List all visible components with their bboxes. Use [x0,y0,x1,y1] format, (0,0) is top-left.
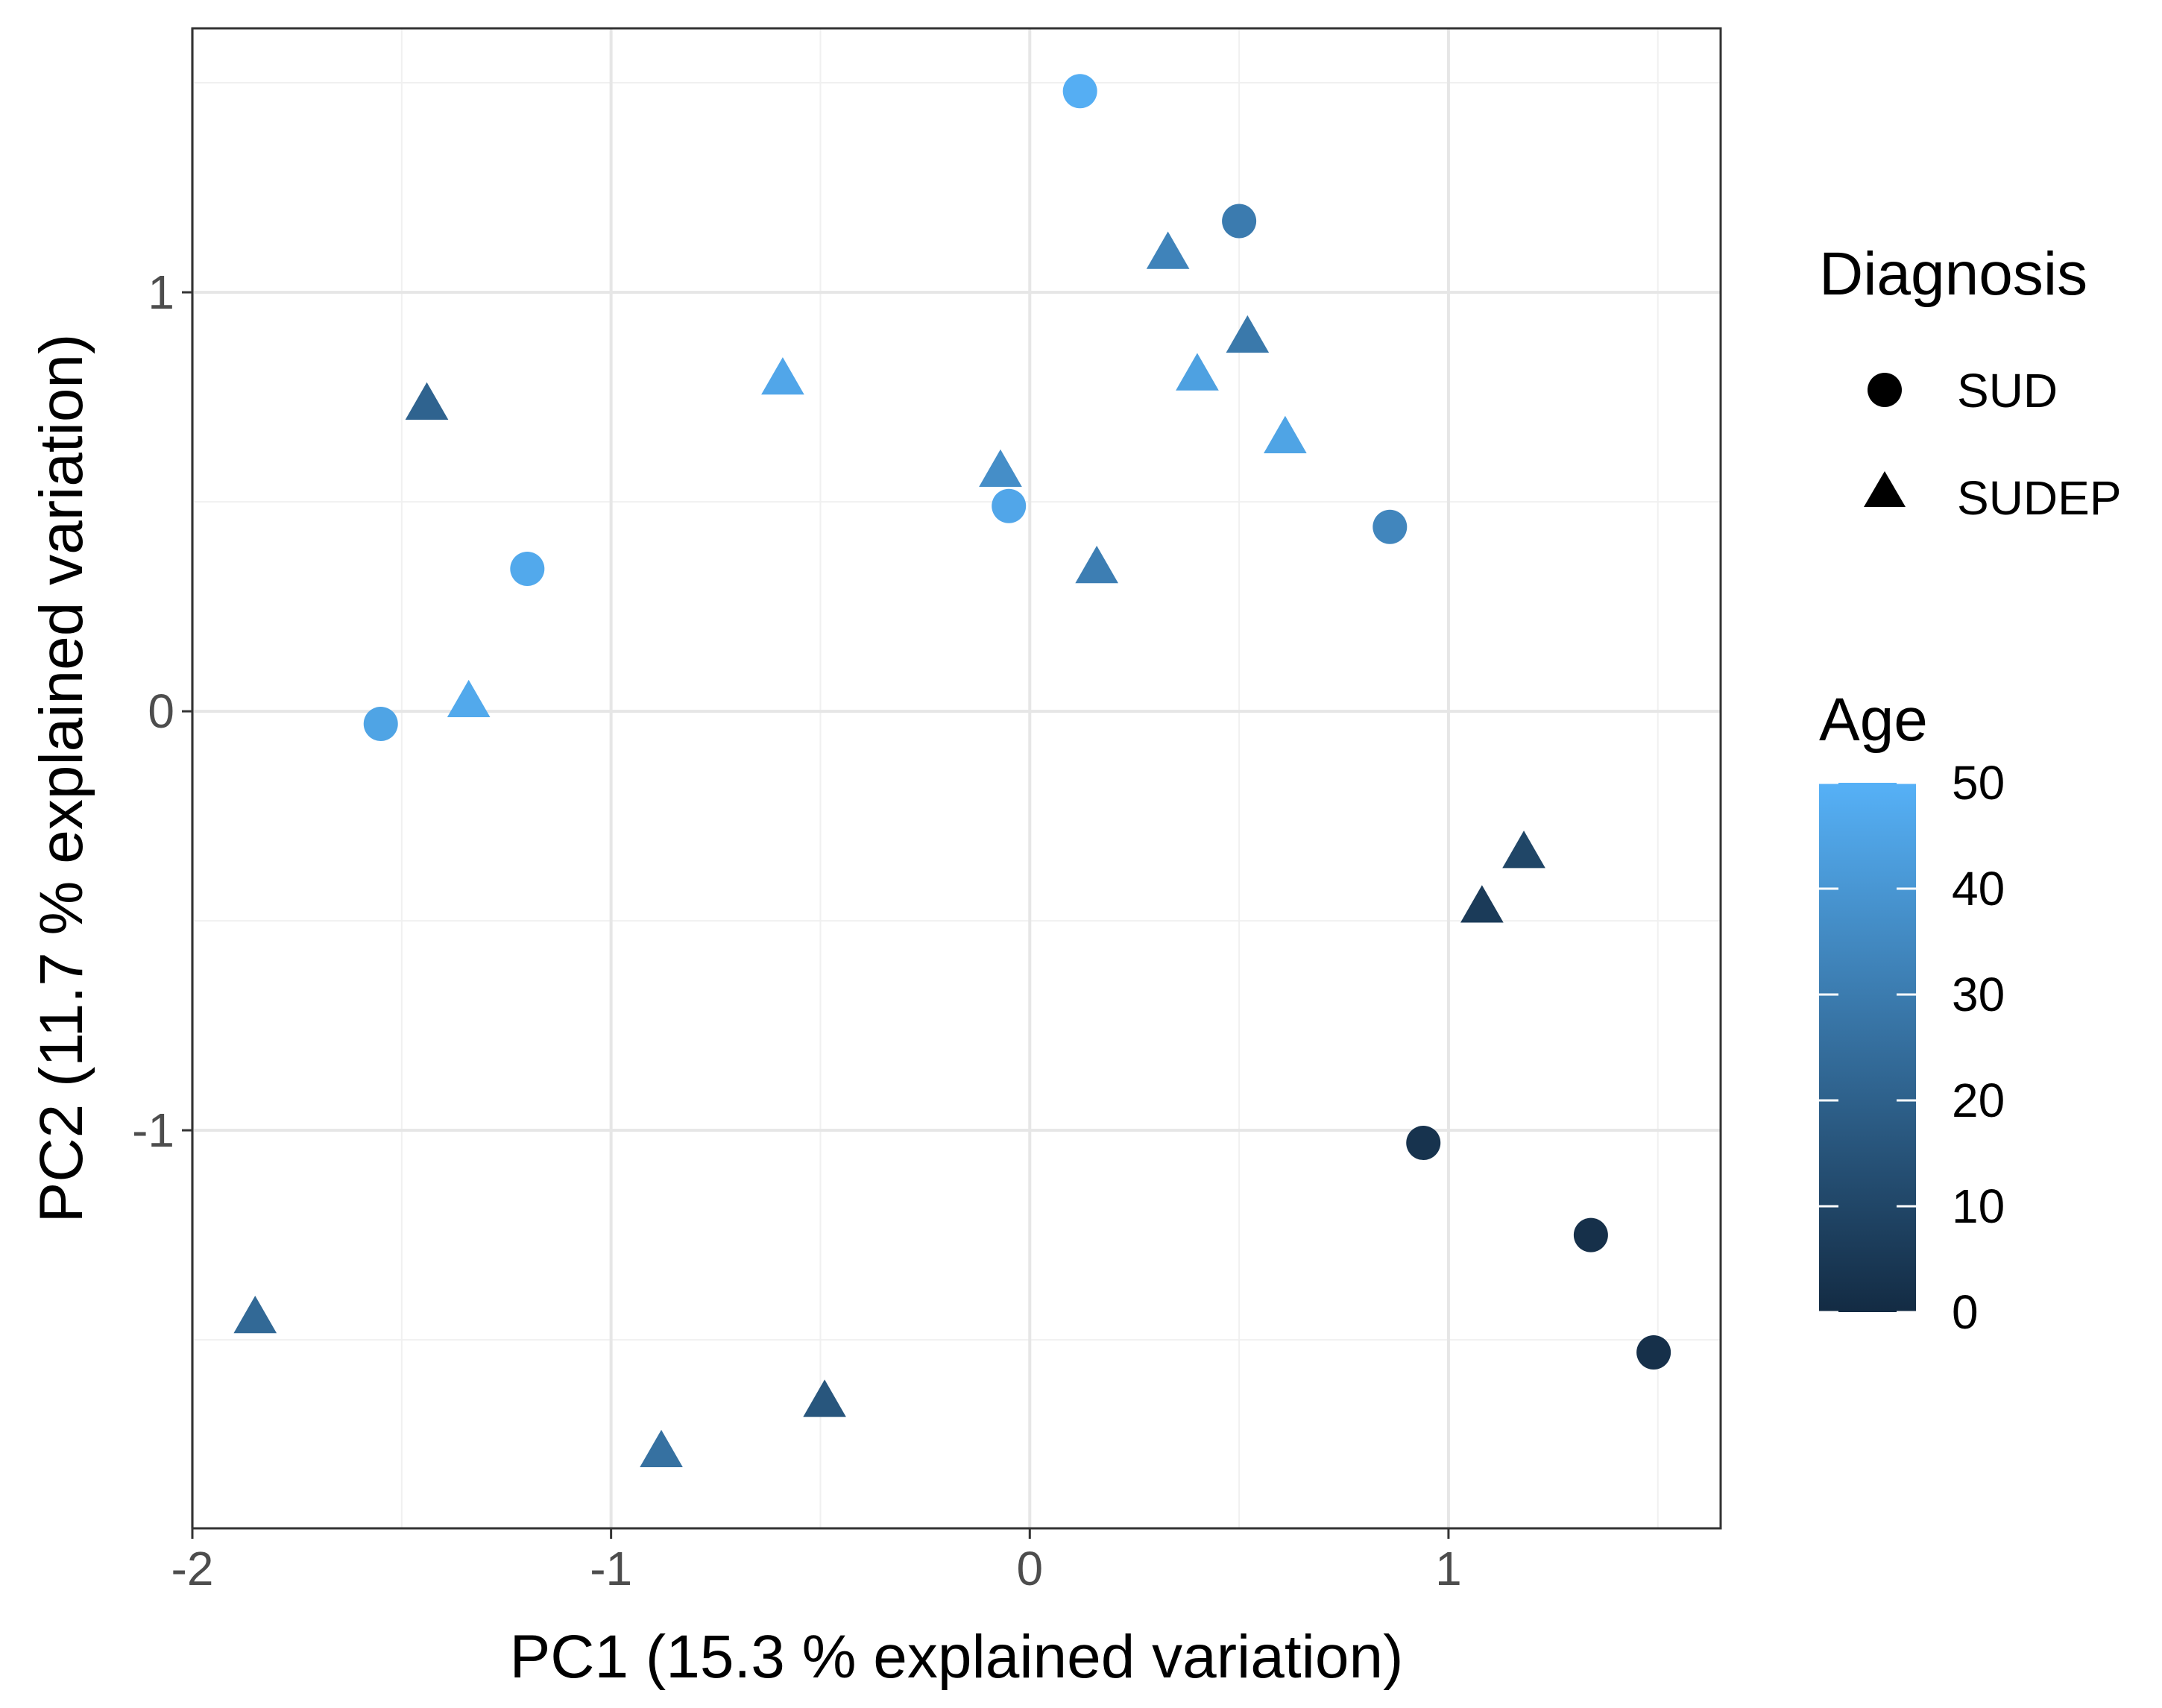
colorbar-tick-label: 0 [1952,1285,1979,1339]
sud-point [1372,509,1408,544]
sudep-point [233,1295,277,1334]
x-axis-title: PC1 (15.3 % explained variation) [510,1623,1404,1691]
x-tick-label: -2 [171,1542,214,1595]
data-points [233,74,1671,1468]
colorbar-tick-label: 40 [1952,862,2005,916]
diagnosis-legend-title: Diagnosis [1819,240,2087,308]
sudep-point [1075,545,1118,584]
sudep-point [640,1429,683,1468]
sud-point [1406,1125,1441,1160]
sudep-point [1146,231,1190,269]
sud-legend-circle-icon [1868,373,1902,407]
sudep-point [1226,315,1270,353]
sud-point [992,488,1027,523]
sudep-point [1264,415,1307,453]
colorbar-tick-label: 50 [1952,756,2005,810]
sud-point [1573,1217,1608,1252]
sudep-legend-triangle-icon [1864,471,1906,507]
age-legend-title: Age [1819,686,1928,754]
y-axis-title: PC2 (11.7 % explained variation) [28,334,95,1223]
sudep-point [761,357,804,395]
x-tick-label: 0 [1016,1542,1043,1595]
sudep-point [1502,831,1545,869]
plot-background [192,28,1721,1528]
sudep-point [803,1379,846,1417]
diagnosis-legend: Diagnosis SUD SUDEP [1819,240,2122,525]
sud-point [510,551,545,586]
age-legend: Age 50 40 30 20 10 0 [1819,686,2005,1339]
sud-point [1636,1334,1671,1370]
x-tick-label: -1 [590,1542,632,1595]
y-tick-label: -1 [132,1103,174,1157]
colorbar-tick-label: 20 [1952,1074,2005,1127]
minor-gridlines [192,28,1721,1528]
y-tick-label: 1 [148,265,174,319]
age-colorbar-ticks: 50 40 30 20 10 0 [1819,756,2005,1339]
sud-point [363,706,398,741]
sudep-point [1176,353,1219,391]
y-axis: -1 0 1 [132,265,192,1157]
sudep-point [1460,885,1504,923]
sudep-point [405,382,449,420]
sudep-legend-label: SUDEP [1957,471,2122,525]
age-colorbar [1819,783,1916,1312]
colorbar-tick-label: 30 [1952,968,2005,1021]
sud-point [1222,204,1257,239]
x-tick-label: 1 [1435,1542,1462,1595]
plot-border [191,27,1722,1530]
colorbar-tick-label: 10 [1952,1179,2005,1233]
x-axis: -2 -1 0 1 [171,1528,1462,1595]
sud-legend-label: SUD [1957,364,2058,417]
plot-panel [191,27,1722,1530]
sud-point [1062,74,1097,109]
sudep-point [447,679,491,718]
y-tick-label: 0 [148,684,174,738]
sudep-point [979,449,1022,487]
